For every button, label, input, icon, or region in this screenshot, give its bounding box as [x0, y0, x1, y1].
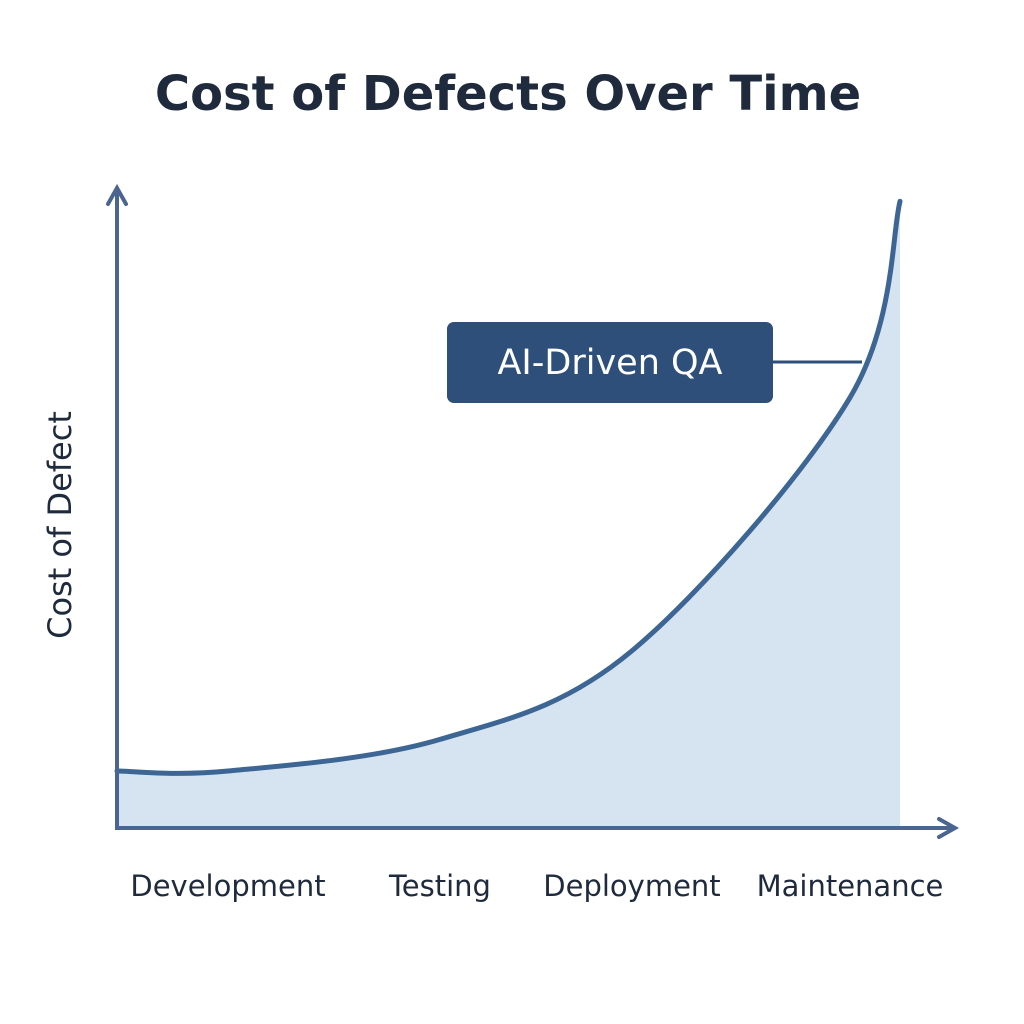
- x-axis-arrow: [937, 817, 960, 839]
- x-tick-label: Maintenance: [757, 869, 944, 903]
- x-tick-label: Development: [130, 869, 325, 903]
- y-axis-label: Cost of Defect: [41, 411, 79, 639]
- annotation-text: AI-Driven QA: [497, 343, 722, 383]
- y-axis-arrow: [106, 183, 128, 206]
- area: [117, 201, 900, 828]
- chart-title: Cost of Defects Over Time: [155, 66, 861, 122]
- x-tick-label: Deployment: [543, 869, 720, 903]
- annotation-box: [447, 322, 773, 403]
- x-tick-label: Testing: [388, 869, 491, 903]
- line: [114, 198, 903, 776]
